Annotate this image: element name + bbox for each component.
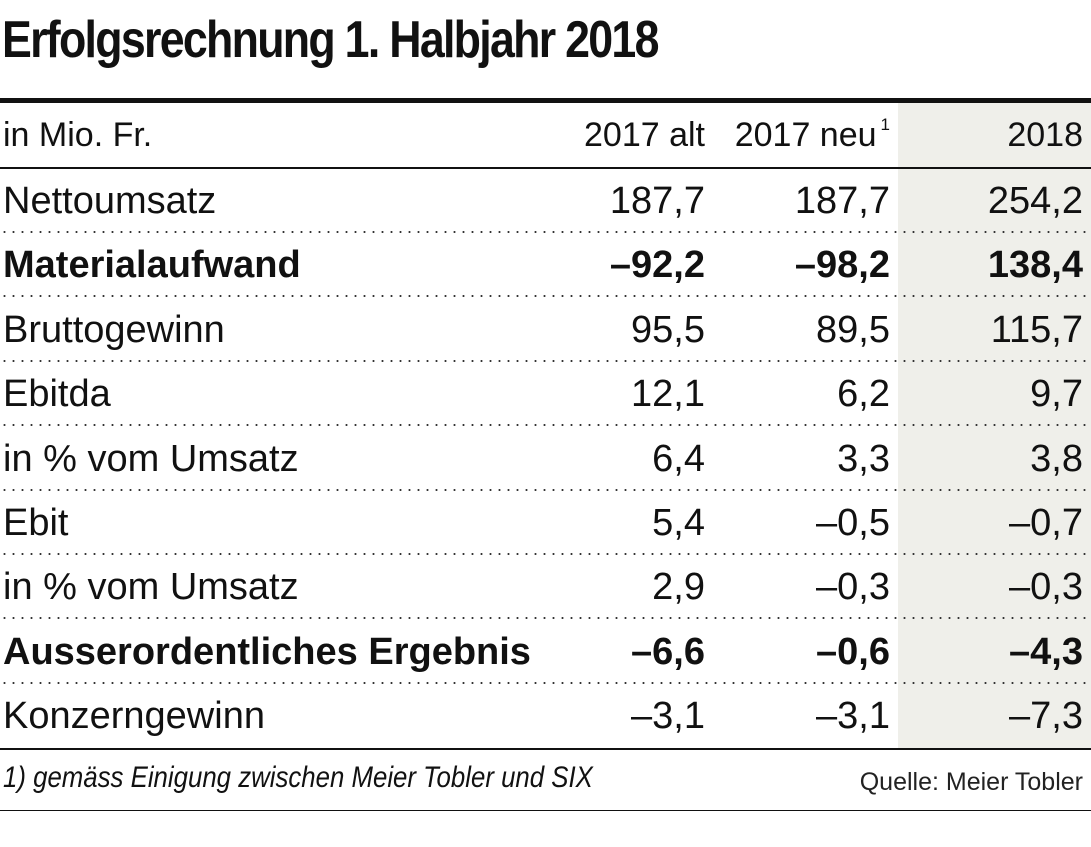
value-2017-neu: 3,3 (837, 437, 890, 480)
row-divider (0, 231, 1091, 233)
value-2017-alt: –92,2 (609, 244, 705, 287)
row-label: Ebitda (3, 373, 111, 416)
header-2017-alt: 2017 alt (584, 116, 705, 154)
table-row: in % vom Umsatz 6,4 3,3 3,8 (0, 427, 1091, 491)
table-header-row: in Mio. Fr. 2017 alt 2017 neu 1 2018 (0, 103, 1091, 167)
value-2017-neu: –0,6 (816, 630, 890, 673)
source-credit: Quelle: Meier Tobler (859, 768, 1083, 796)
row-divider (0, 553, 1091, 555)
table-bottom-rule (0, 748, 1091, 750)
value-2017-alt: 12,1 (631, 373, 705, 416)
value-2018: –4,3 (1009, 630, 1083, 673)
row-divider (0, 488, 1091, 491)
value-2017-alt: –6,6 (631, 630, 705, 673)
value-2018: –7,3 (1009, 695, 1083, 738)
value-2017-neu: –0,5 (816, 502, 890, 544)
unit-label: in Mio. Fr. (3, 116, 153, 154)
value-2018: 254,2 (987, 180, 1083, 222)
row-label: Nettoumsatz (3, 180, 217, 222)
value-2017-neu: –0,3 (816, 566, 890, 609)
value-2017-neu: –98,2 (794, 244, 890, 287)
row-divider (0, 359, 1091, 362)
table-row: Nettoumsatz 187,7 187,7 254,2 (0, 169, 1091, 233)
value-2017-alt: 2,9 (652, 566, 705, 609)
table-row: Ebitda 12,1 6,2 9,7 (0, 362, 1091, 427)
table-row: in % vom Umsatz 2,9 –0,3 –0,3 (0, 555, 1091, 620)
row-label: Materialaufwand (3, 244, 301, 287)
row-label: Ausserordentliches Ergebnis (3, 630, 531, 673)
header-rule (0, 167, 1091, 169)
row-divider (0, 295, 1091, 298)
value-2017-alt: –3,1 (631, 695, 705, 738)
value-2017-alt: 6,4 (652, 437, 705, 480)
footnote: 1) gemäss Einigung zwischen Meier Tobler… (3, 761, 593, 794)
footnote-marker: 1 (880, 115, 890, 134)
row-divider (0, 617, 1091, 620)
value-2017-alt: 5,4 (652, 502, 705, 544)
row-label: in % vom Umsatz (3, 566, 299, 609)
header-2018: 2018 (1007, 116, 1083, 154)
table-row: Ebit 5,4 –0,5 –0,7 (0, 491, 1091, 555)
value-2017-neu: 89,5 (816, 308, 890, 351)
table-row: Bruttogewinn 95,5 89,5 115,7 (0, 298, 1091, 362)
title-rule (0, 98, 1091, 103)
value-2018: 3,8 (1030, 437, 1083, 480)
table-row: Konzerngewinn –3,1 –3,1 –7,3 (0, 684, 1091, 748)
row-divider (0, 424, 1091, 427)
value-2017-neu: –3,1 (816, 695, 890, 738)
row-label: in % vom Umsatz (3, 437, 299, 480)
value-2017-neu: 187,7 (794, 180, 890, 222)
row-divider (0, 681, 1091, 684)
value-2018: 9,7 (1030, 373, 1083, 416)
table-row: Ausserordentliches Ergebnis –6,6 –0,6 –4,3 (0, 620, 1091, 684)
value-2017-alt: 187,7 (609, 180, 705, 222)
footer-rule (0, 810, 1091, 811)
value-2018: –0,3 (1009, 566, 1083, 609)
row-label: Ebit (3, 502, 69, 544)
row-label: Konzerngewinn (3, 695, 265, 738)
value-2018: –0,7 (1009, 502, 1083, 544)
value-2017-alt: 95,5 (631, 308, 705, 351)
header-2017-neu: 2017 neu 1 (734, 115, 890, 154)
table-row: Materialaufwand –92,2 –98,2 138,4 (0, 233, 1091, 298)
value-2018: 138,4 (987, 244, 1083, 287)
value-2018: 115,7 (990, 308, 1083, 351)
table-title: Erfolgsrechnung 1. Halbjahr 2018 (2, 11, 659, 69)
value-2017-neu: 6,2 (837, 373, 890, 416)
row-label: Bruttogewinn (3, 308, 225, 351)
